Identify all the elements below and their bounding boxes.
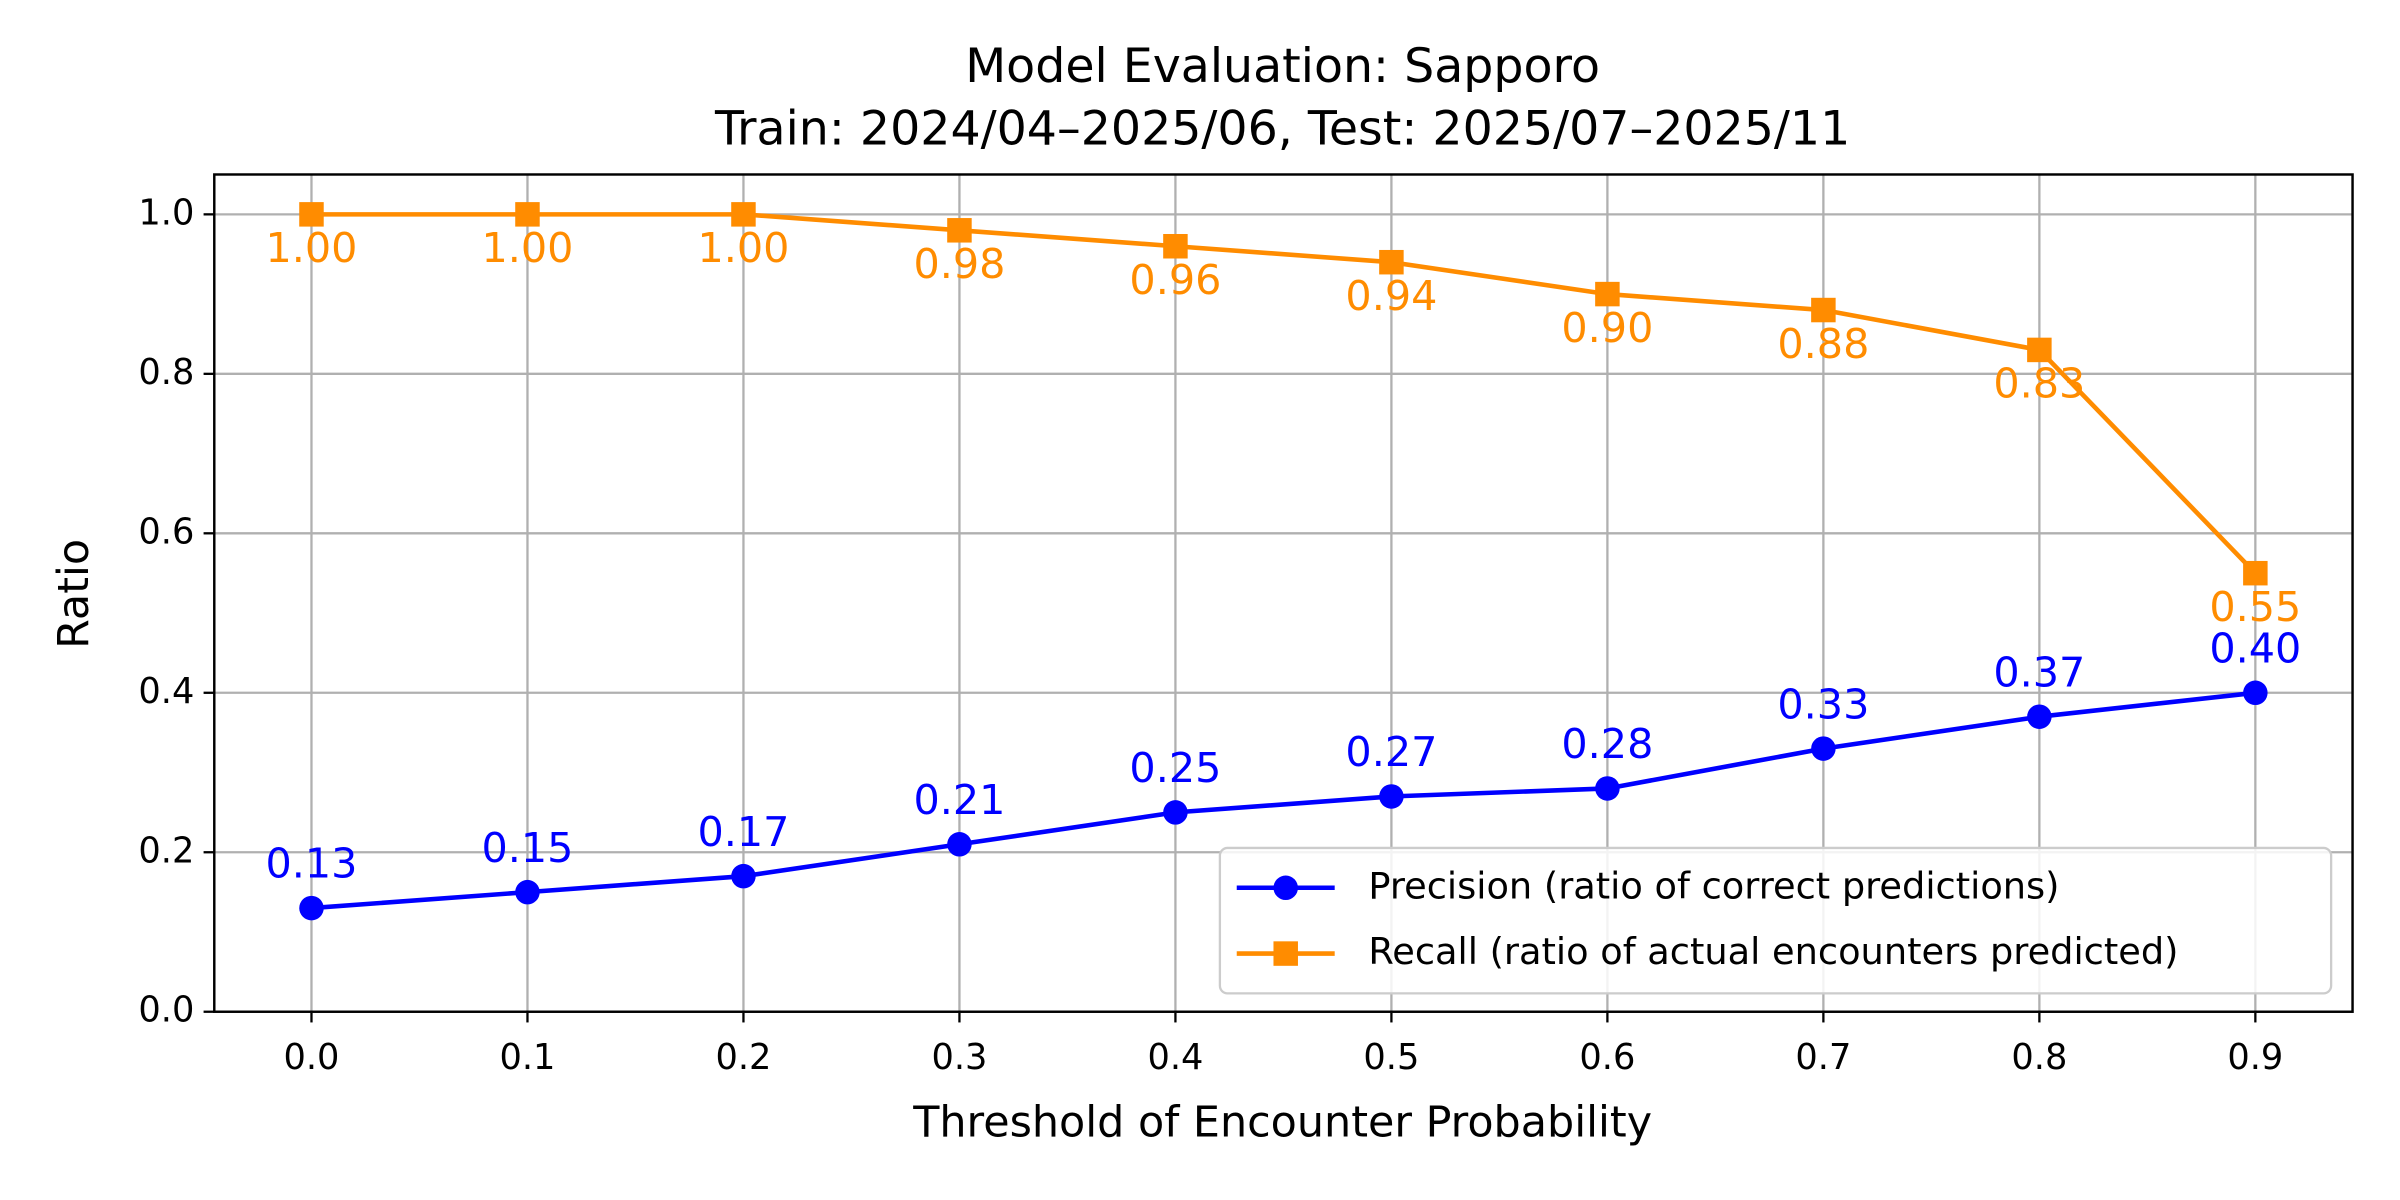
data-label: 0.37 [1993,648,2085,696]
data-label: 0.25 [1129,744,1221,792]
marker [1595,281,1620,307]
data-label: 0.15 [481,824,573,872]
marker [947,218,972,243]
x-tick-label: 0.4 [1147,1037,1203,1078]
chart-subtitle: Train: 2024/04–2025/06, Test: 2025/07–20… [714,102,1850,157]
y-tick-label: 1.0 [138,192,194,233]
series-line [311,212,2258,575]
x-tick-label: 0.1 [499,1037,555,1078]
data-label: 1.00 [265,224,357,272]
data-label: 0.88 [1777,320,1869,368]
data-label: 0.28 [1561,720,1653,768]
y-tick-label: 0.4 [138,671,194,712]
marker [731,863,756,889]
marker [2027,704,2052,729]
y-axis-label: Ratio [49,539,99,649]
marker [299,202,324,227]
y-tick-label: 0.0 [138,990,194,1031]
y-tick-label: 0.8 [138,352,194,393]
marker [1379,784,1404,809]
data-label: 0.13 [265,840,357,888]
data-label: 1.00 [697,224,789,272]
axes-frame [213,173,2354,1013]
data-label: 0.40 [2209,624,2301,672]
x-tick-label: 0.9 [2227,1037,2283,1078]
marker [947,832,972,857]
data-label: 0.94 [1345,272,1437,320]
marker [1379,249,1404,275]
x-tick-label: 0.3 [931,1037,987,1078]
series-line [311,690,2256,911]
x-tick-label: 0.8 [2011,1037,2067,1078]
marker [1163,234,1188,259]
marker [2243,680,2268,706]
x-tick-label: 0.6 [1579,1037,1635,1078]
data-label: 0.96 [1129,256,1221,304]
x-tick-label: 0.2 [715,1037,771,1078]
marker [1811,297,1836,323]
legend: Precision (ratio of correct predictions)… [1218,846,2333,995]
marker [731,202,756,227]
data-label: 0.17 [697,808,789,856]
data-label: 0.33 [1777,680,1869,728]
legend-marker [1273,941,1298,966]
data-label: 0.83 [1993,360,2085,408]
x-tick-label: 0.7 [1795,1037,1851,1078]
x-axis-label: Threshold of Encounter Probability [912,1098,1652,1148]
legend-marker [1273,875,1298,900]
marker [2243,560,2268,586]
data-label: 0.90 [1561,304,1653,352]
marker [1163,800,1188,825]
legend-box [1218,846,2333,995]
data-label: 0.21 [913,776,1005,824]
x-tick-label: 0.5 [1363,1037,1419,1078]
plot-area: 0.13 0.15 0.17 0.21 0.25 0.27 0.28 0.33 0.37 0.40… [265,202,2301,921]
chart-title: Model Evaluation: Sapporo [965,39,1600,94]
data-label: 0.55 [2209,583,2301,631]
marker [2027,337,2052,363]
marker [1811,736,1836,761]
x-tick-label: 0.0 [283,1037,339,1078]
data-label: 0.98 [913,240,1005,288]
marker [299,895,324,921]
marker [515,202,540,227]
marker [1595,776,1620,801]
data-label: 1.00 [481,224,573,272]
legend-label: Recall (ratio of actual encounters predi… [1368,930,2178,973]
y-tick-label: 0.2 [138,830,194,871]
marker [515,879,540,905]
data-label: 0.27 [1345,728,1437,776]
legend-label: Precision (ratio of correct predictions) [1368,864,2059,907]
y-tick-label: 0.6 [138,511,194,552]
